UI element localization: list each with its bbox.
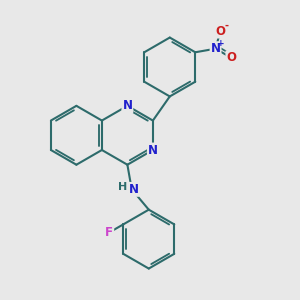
Text: N: N <box>129 183 139 196</box>
Text: O: O <box>215 25 225 38</box>
Text: O: O <box>226 51 236 64</box>
Text: H: H <box>118 182 128 192</box>
Text: -: - <box>225 21 229 31</box>
Text: F: F <box>105 226 113 239</box>
Text: N: N <box>211 42 220 55</box>
Text: N: N <box>148 143 158 157</box>
Text: N: N <box>122 99 132 112</box>
Text: +: + <box>217 39 225 48</box>
